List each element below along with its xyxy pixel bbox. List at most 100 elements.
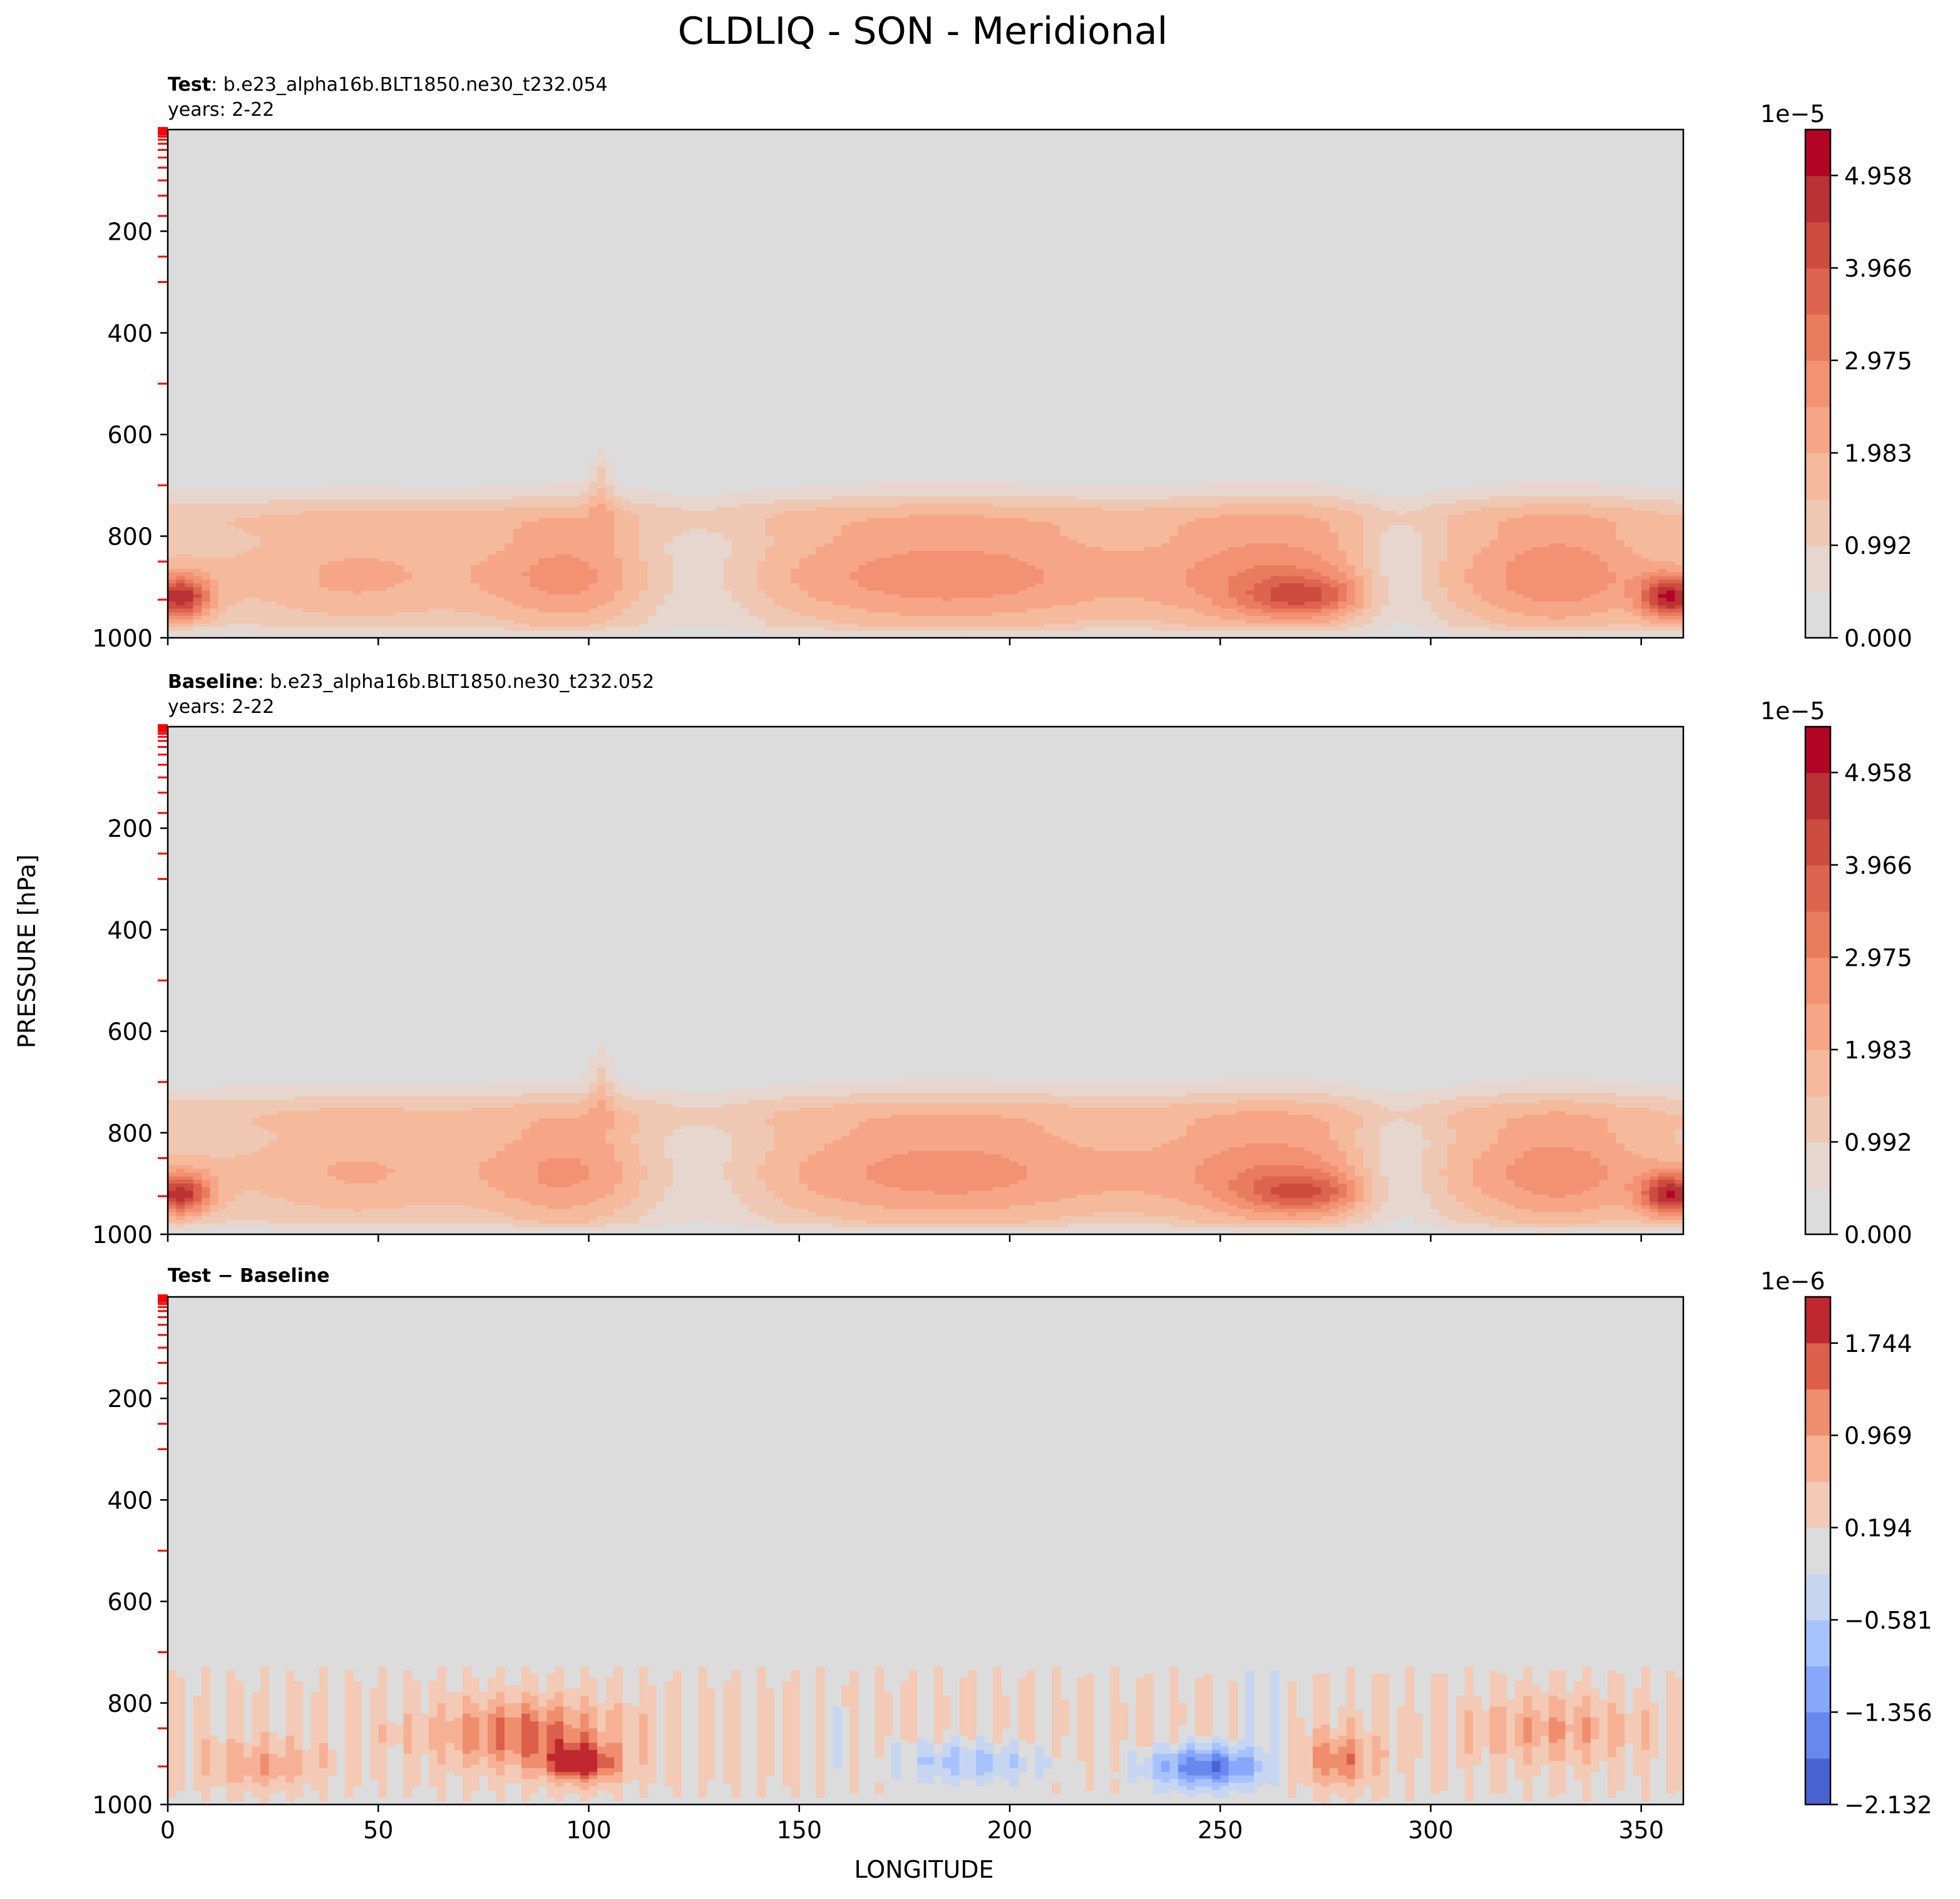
contour-cell (605, 493, 615, 497)
contour-cell (277, 511, 286, 515)
contour-cell (749, 529, 758, 533)
contour-cell (900, 558, 910, 562)
contour-cell (1565, 496, 1574, 501)
contour-cell (1591, 496, 1600, 501)
contour-cell (1220, 558, 1229, 562)
contour-cell (437, 572, 446, 576)
contour-cell (336, 572, 346, 576)
contour-cell (1144, 499, 1154, 504)
contour-cell (656, 499, 665, 504)
contour-cell (799, 554, 808, 558)
contour-cell (967, 521, 977, 526)
contour-cell (891, 525, 901, 530)
contour-cell (1599, 525, 1608, 530)
contour-cell (673, 511, 682, 515)
contour-cell (1330, 503, 1339, 508)
contour-cell (1430, 514, 1440, 519)
contour-cell (168, 540, 177, 544)
contour-cell (505, 489, 514, 493)
contour-cell (1102, 558, 1112, 562)
contour-cell (1372, 547, 1381, 551)
contour-cell (664, 550, 674, 555)
contour-cell (875, 529, 884, 533)
contour-cell (656, 568, 665, 573)
contour-cell (639, 518, 649, 522)
contour-cell (1414, 514, 1423, 519)
contour-cell (875, 554, 884, 558)
contour-cell (344, 489, 354, 493)
contour-cell (218, 489, 227, 493)
contour-cell (252, 580, 261, 584)
contour-cell (1363, 540, 1372, 544)
contour-cell (1658, 540, 1667, 544)
contour-cell (193, 503, 202, 508)
contour-cell (664, 521, 674, 526)
contour-cell (613, 583, 623, 588)
contour-cell (1523, 583, 1532, 588)
contour-cell (698, 521, 707, 526)
contour-cell (1178, 496, 1188, 501)
contour-cell (546, 521, 556, 526)
contour-cell (1119, 493, 1128, 497)
contour-cell (639, 503, 649, 508)
contour-cell (622, 503, 632, 508)
contour-cell (252, 503, 261, 508)
contour-cell (1506, 540, 1516, 544)
contour-cell (1211, 511, 1221, 515)
contour-cell (227, 536, 236, 540)
contour-cell (791, 565, 800, 570)
contour-cell (1220, 511, 1229, 515)
contour-cell (597, 493, 606, 497)
contour-cell (462, 565, 471, 570)
contour-cell (445, 503, 454, 508)
contour-cell (799, 536, 808, 540)
contour-cell (361, 572, 371, 576)
contour-cell (429, 572, 438, 576)
contour-cell (572, 525, 581, 530)
contour-cell (1237, 511, 1246, 515)
contour-cell (471, 511, 480, 515)
contour-cell (1430, 572, 1440, 576)
contour-cell (673, 521, 682, 526)
contour-cell (1582, 558, 1591, 562)
contour-cell (816, 536, 825, 540)
contour-cell (1574, 499, 1583, 504)
contour-cell (959, 568, 968, 573)
contour-cell (1169, 568, 1179, 573)
contour-cell (808, 572, 817, 576)
contour-cell (1388, 547, 1398, 551)
contour-cell (925, 536, 935, 540)
contour-cell (1607, 554, 1616, 558)
contour-cell (715, 499, 724, 504)
contour-cell (1194, 580, 1204, 584)
contour-cell (193, 547, 202, 551)
contour-cell (1111, 518, 1120, 522)
contour-cell (1102, 489, 1112, 493)
contour-cell (1414, 529, 1423, 533)
contour-cell (1035, 503, 1044, 508)
contour-cell (285, 580, 295, 584)
contour-cell (1481, 503, 1491, 508)
contour-cell (967, 576, 977, 580)
contour-cell (1043, 521, 1052, 526)
contour-cell (1523, 507, 1532, 511)
contour-cell (1313, 532, 1322, 537)
contour-cell (1270, 583, 1280, 588)
contour-cell (1666, 561, 1676, 566)
contour-cell (193, 583, 202, 588)
contour-cell (799, 529, 808, 533)
contour-cell (285, 572, 295, 576)
contour-cell (900, 572, 910, 576)
contour-cell (976, 493, 985, 497)
contour-cell (1422, 583, 1432, 588)
contour-cell (555, 536, 564, 540)
contour-cell (1624, 554, 1633, 558)
contour-cell (201, 511, 210, 515)
contour-cell (1414, 572, 1423, 576)
contour-cell (1607, 532, 1616, 537)
contour-cell (689, 536, 699, 540)
contour-cell (950, 568, 960, 573)
contour-cell (1304, 481, 1313, 486)
contour-cell (1574, 543, 1583, 548)
contour-cell (521, 543, 530, 548)
